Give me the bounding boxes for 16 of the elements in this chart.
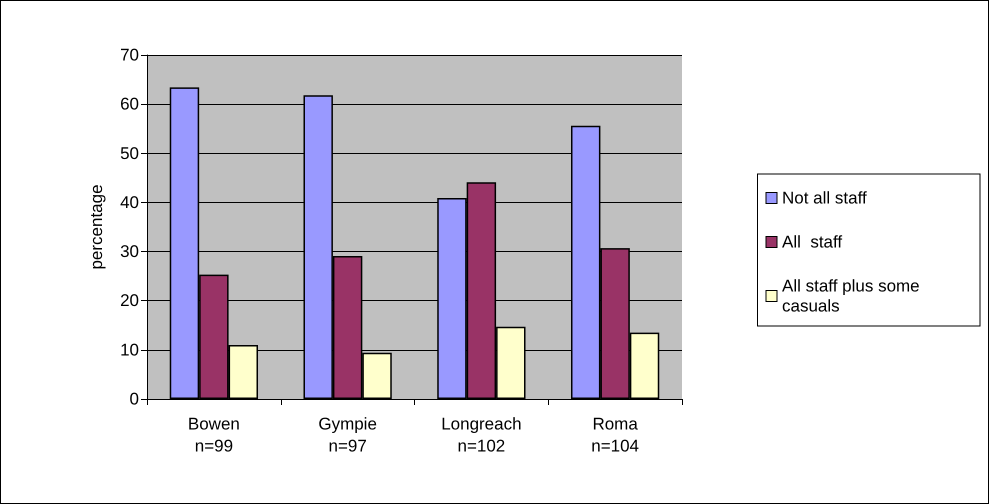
- legend-label: Not all staff: [782, 188, 868, 208]
- y-tick-label: 20: [120, 291, 139, 310]
- y-tick-label: 0: [130, 390, 139, 408]
- y-tick-label: 40: [120, 192, 139, 212]
- x-tick-label: Roma n=104: [591, 414, 639, 456]
- legend-label: All staff plus some casuals: [782, 276, 924, 316]
- y-tick-label: 10: [120, 340, 139, 360]
- y-axis-title: percentage: [87, 184, 106, 270]
- legend-label: All staff: [782, 232, 842, 252]
- y-tick-label: 50: [120, 144, 139, 163]
- x-tick-label: Longreach n=102: [441, 414, 522, 456]
- y-tick-label: 70: [120, 46, 139, 64]
- y-tick-label: 30: [120, 242, 139, 262]
- x-tick-label: Gympie n=97: [318, 414, 377, 456]
- y-tick-label: 60: [120, 94, 139, 114]
- x-tick-label: Bowen n=99: [188, 414, 240, 456]
